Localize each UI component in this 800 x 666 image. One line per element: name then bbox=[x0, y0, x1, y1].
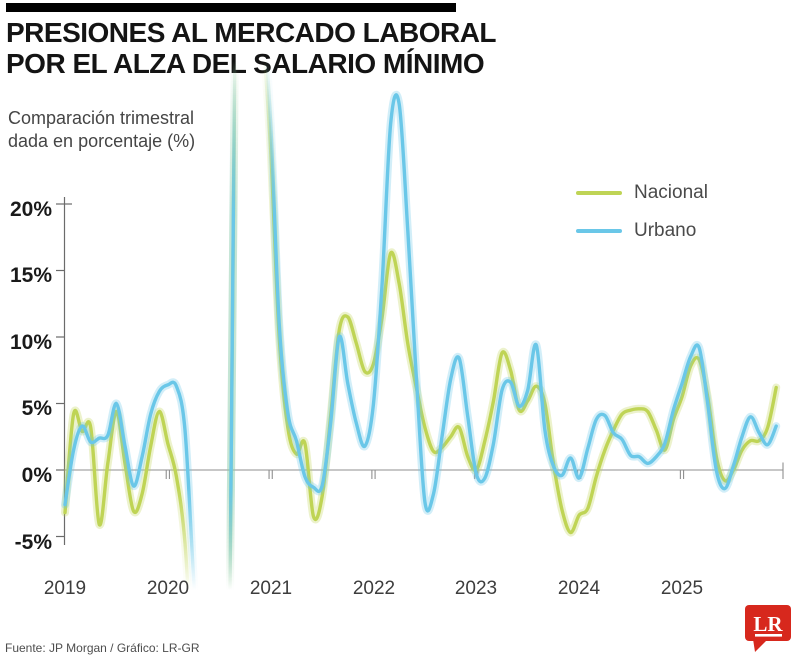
title-bar-rule bbox=[6, 3, 456, 12]
lr-logo-text: LR bbox=[753, 612, 783, 636]
x-tick-label-2023: 2023 bbox=[454, 578, 498, 599]
y-tick-label-15: 15% bbox=[9, 264, 52, 287]
chart-subtitle-line2: dada en porcentaje (%) bbox=[8, 131, 196, 151]
y-tick-label-10: 10% bbox=[9, 331, 52, 354]
page-title-line1: PRESIONES AL MERCADO LABORAL bbox=[6, 17, 497, 48]
legend-label-urbano: Urbano bbox=[634, 220, 697, 241]
x-tick-label-2025: 2025 bbox=[660, 578, 704, 599]
y-tick-label-neg5: -5% bbox=[14, 531, 52, 554]
y-tick-label-5: 5% bbox=[21, 397, 52, 420]
lr-logo-underline bbox=[755, 634, 782, 637]
lr-logo-bubble bbox=[745, 605, 791, 641]
legend: Nacional Urbano bbox=[576, 174, 708, 250]
urbano-line-swatch bbox=[576, 229, 622, 233]
x-tick-label-2020: 2020 bbox=[146, 578, 190, 599]
legend-item-nacional: Nacional bbox=[576, 174, 708, 212]
nacional-line-swatch bbox=[576, 191, 622, 195]
page-title: PRESIONES AL MERCADO LABORAL POR EL ALZA… bbox=[6, 17, 497, 79]
lr-logo: LR bbox=[745, 605, 791, 652]
legend-label-nacional: Nacional bbox=[634, 182, 708, 203]
x-tick-label-2019: 2019 bbox=[43, 578, 87, 599]
y-tick-label-0: 0% bbox=[21, 464, 52, 487]
x-tick-label-2022: 2022 bbox=[352, 578, 396, 599]
chart-subtitle: Comparación trimestral dada en porcentaj… bbox=[8, 107, 195, 153]
x-tick-label-2024: 2024 bbox=[557, 578, 601, 599]
page-title-line2: POR EL ALZA DEL SALARIO MÍNIMO bbox=[6, 48, 485, 79]
legend-item-urbano: Urbano bbox=[576, 212, 708, 250]
lr-logo-tail bbox=[753, 639, 768, 652]
x-tick-label-2021: 2021 bbox=[249, 578, 293, 599]
y-tick-label-20: 20% bbox=[9, 198, 52, 221]
source-credit: Fuente: JP Morgan / Gráfico: LR-GR bbox=[5, 641, 200, 655]
chart-subtitle-line1: Comparación trimestral bbox=[8, 108, 195, 128]
